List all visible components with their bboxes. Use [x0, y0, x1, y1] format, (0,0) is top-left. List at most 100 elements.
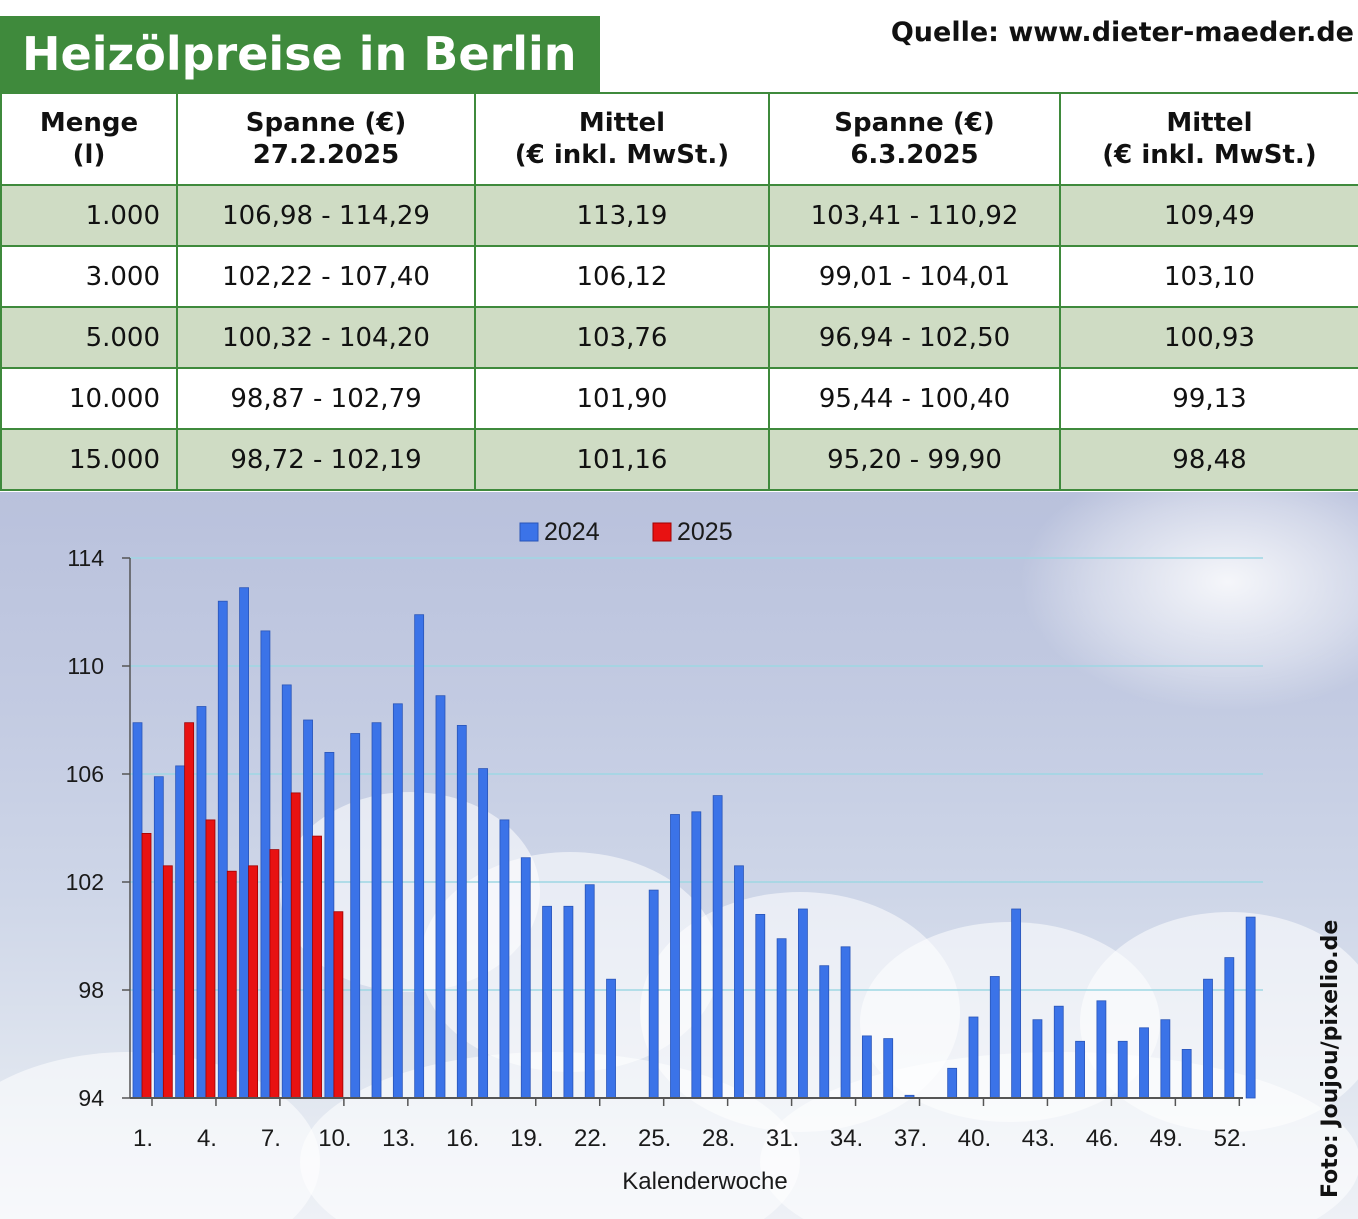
bar-2024	[1011, 908, 1022, 1099]
cell-mittel-1: 101,16	[474, 428, 770, 491]
bar-2024	[947, 1067, 958, 1099]
price-table: Menge (l) Spanne (€) 27.2.2025 Mittel (€ in…	[0, 92, 1358, 491]
x-tick-label: 10.	[318, 1125, 351, 1152]
bar-2024	[989, 976, 1000, 1099]
chart-area: 94 98 102 106 110 114 1. 4. 7. 10. 13. 16. 19. 22. 25.…	[0, 492, 1358, 1219]
table-row: 10.000 98,87 - 102,79 101,90 95,44 - 100…	[0, 367, 1358, 430]
source-label: Quelle: www.dieter-maeder.de	[890, 17, 1354, 48]
page-title: Heizölpreise in Berlin	[22, 27, 577, 81]
bar-2024	[563, 905, 574, 1099]
cell-mittel-2: 103,10	[1059, 245, 1358, 308]
bar-2024	[414, 614, 425, 1099]
header-mittel-1: Mittel (€ inkl. MwSt.)	[474, 92, 770, 186]
cell-menge: 1.000	[0, 184, 178, 247]
x-tick-label: 13.	[382, 1125, 415, 1152]
bar-2025	[312, 835, 322, 1099]
bar-2024	[755, 913, 766, 1099]
cell-mittel-2: 109,49	[1059, 184, 1358, 247]
x-tick-label: 22.	[574, 1125, 607, 1152]
x-tick-label: 16.	[446, 1125, 479, 1152]
bar-2024	[478, 768, 489, 1099]
legend-swatch-2025	[652, 522, 672, 542]
cell-spanne-2: 99,01 - 104,01	[768, 245, 1061, 308]
cell-spanne-2: 103,41 - 110,92	[768, 184, 1061, 247]
table-row: 3.000 102,22 - 107,40 106,12 99,01 - 104…	[0, 245, 1358, 308]
bar-2024	[819, 965, 830, 1099]
bar-2024	[1117, 1040, 1128, 1099]
y-tick-label: 110	[67, 653, 104, 679]
bar-2024	[153, 776, 164, 1099]
table-header-row: Menge (l) Spanne (€) 27.2.2025 Mittel (€ in…	[0, 92, 1358, 186]
bar-2024	[217, 600, 228, 1099]
x-tick-label: 34.	[830, 1125, 863, 1152]
legend-swatch-2024	[519, 522, 539, 542]
x-tick-label: 4.	[197, 1125, 217, 1152]
cell-spanne-1: 98,72 - 102,19	[176, 428, 476, 491]
bar-2025	[333, 911, 344, 1099]
y-tick-label: 102	[66, 869, 104, 895]
bar-2024	[456, 724, 467, 1099]
cell-spanne-1: 98,87 - 102,79	[176, 367, 476, 430]
cell-spanne-2: 95,44 - 100,40	[768, 367, 1061, 430]
x-tick-label: 49.	[1150, 1125, 1183, 1152]
cell-menge: 15.000	[0, 428, 178, 491]
bar-2024	[1075, 1040, 1085, 1099]
cell-spanne-2: 96,94 - 102,50	[768, 306, 1061, 369]
cell-spanne-1: 106,98 - 114,29	[176, 184, 476, 247]
bar-2024	[303, 719, 313, 1099]
x-tick-label: 37.	[894, 1125, 927, 1152]
x-tick-label: 7.	[261, 1125, 281, 1152]
x-tick-label: 31.	[766, 1125, 799, 1152]
bar-2025	[269, 849, 280, 1099]
cell-mittel-1: 113,19	[474, 184, 770, 247]
bar-2024	[670, 814, 680, 1099]
cell-menge: 3.000	[0, 245, 178, 308]
bar-2024	[1203, 978, 1213, 1099]
bar-2024	[734, 865, 744, 1099]
x-tick-label: 43.	[1022, 1125, 1055, 1152]
legend-label-2025: 2025	[677, 518, 733, 546]
cell-mittel-2: 99,13	[1059, 367, 1358, 430]
bar-2024	[1224, 957, 1235, 1099]
cell-spanne-1: 102,22 - 107,40	[176, 245, 476, 308]
bar-2024	[132, 722, 143, 1099]
bar-2024	[798, 908, 808, 1099]
y-tick-label: 106	[66, 761, 104, 787]
bar-2024	[520, 857, 531, 1099]
header-mittel-2: Mittel (€ inkl. MwSt.)	[1059, 92, 1358, 186]
x-tick-label: 28.	[702, 1125, 735, 1152]
cell-mittel-1: 101,90	[474, 367, 770, 430]
bar-2024	[776, 938, 787, 1099]
bar-2024	[324, 751, 335, 1099]
bar-2024	[606, 978, 616, 1099]
bar-2024	[883, 1038, 894, 1099]
bar-2025	[205, 819, 216, 1099]
bar-2025	[226, 870, 237, 1099]
table-row: 1.000 106,98 - 114,29 113,19 103,41 - 11…	[0, 184, 1358, 247]
bar-2024	[1160, 1019, 1171, 1099]
x-tick-label: 46.	[1086, 1125, 1119, 1152]
photo-credit: Foto: Joujou/pixelio.de	[1318, 919, 1343, 1198]
bar-2024	[861, 1035, 872, 1099]
cell-spanne-2: 95,20 - 99,90	[768, 428, 1061, 491]
bar-2024	[239, 587, 250, 1099]
bar-2024	[584, 884, 595, 1099]
x-tick-label: 52.	[1214, 1125, 1247, 1152]
cell-menge: 5.000	[0, 306, 178, 369]
bar-2025	[184, 722, 195, 1099]
bar-2024	[968, 1016, 979, 1099]
x-tick-label: 40.	[958, 1125, 991, 1152]
bar-2024	[196, 706, 207, 1099]
cell-mittel-1: 106,12	[474, 245, 770, 308]
bar-2024	[840, 946, 851, 1099]
title-banner: Heizölpreise in Berlin	[0, 16, 600, 92]
header-menge: Menge (l)	[0, 92, 178, 186]
bar-2024	[542, 905, 552, 1099]
header-spanne-2: Spanne (€) 6.3.2025	[768, 92, 1061, 186]
y-tick-label: 94	[78, 1085, 104, 1111]
cell-mittel-2: 100,93	[1059, 306, 1358, 369]
bar-2024	[260, 630, 271, 1099]
bar-2024	[1139, 1027, 1149, 1099]
bar-2024	[1096, 1000, 1107, 1099]
bar-2025	[290, 792, 301, 1099]
